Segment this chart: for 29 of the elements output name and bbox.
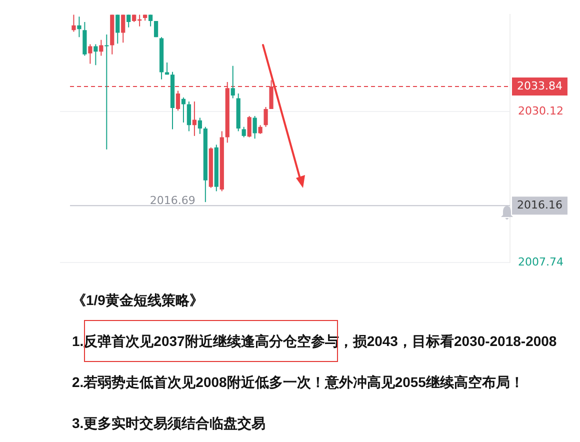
candlestick [72, 14, 76, 32]
candlestick [126, 14, 131, 28]
ref-line-label: 2033.84 [517, 79, 562, 92]
candlestick [264, 106, 268, 128]
annotation: 2016.69 [150, 194, 196, 207]
candlestick [181, 97, 186, 123]
candlestick [99, 39, 104, 56]
text: 2.若弱势走低首次见2008附近低多一次！意外冲高见2055继续高空布局！ [72, 374, 524, 392]
candlestick [121, 14, 126, 44]
candlestick [242, 126, 246, 138]
y-tick-label: 2007.74 [518, 255, 564, 268]
candlestick [176, 90, 180, 112]
candlestick [192, 101, 197, 136]
candlestick [104, 34, 109, 150]
candlestick [164, 62, 170, 76]
candlestick [198, 117, 202, 134]
candlestick [252, 116, 257, 140]
candlestick [247, 116, 252, 138]
candlestick [154, 20, 158, 38]
candlestick [186, 101, 192, 132]
y-tick-label: 2030.12 [518, 104, 564, 118]
candlestick [77, 16, 82, 38]
candlestick [116, 14, 120, 44]
candlestick [94, 44, 98, 66]
ref-line-label: 2016.16 [517, 198, 562, 212]
candlestick [230, 65, 235, 99]
candlestick [88, 44, 92, 64]
text: 《1/9黄金短线策略》 [72, 292, 204, 310]
text: 3.更多实时交易须结合临盘交易 [72, 415, 266, 433]
